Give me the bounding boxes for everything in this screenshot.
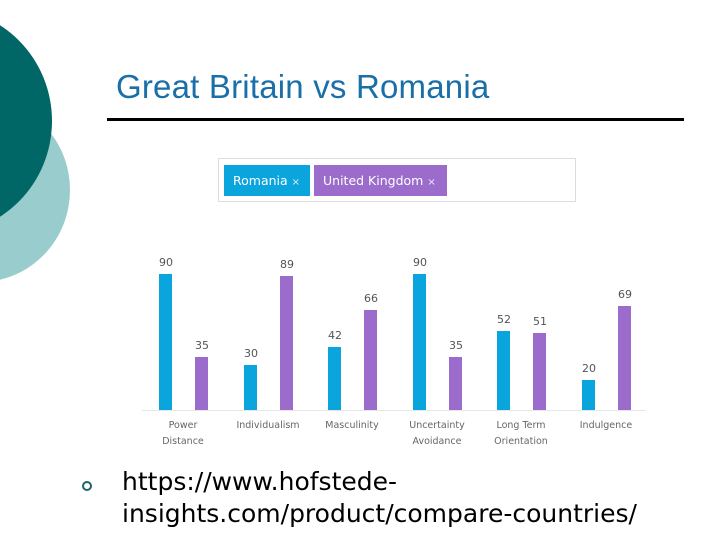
bar-romania bbox=[582, 380, 595, 410]
title-divider bbox=[107, 118, 684, 121]
bar-value-label: 35 bbox=[195, 339, 209, 352]
category-label: Indulgence bbox=[579, 420, 633, 431]
bar-value-label: 42 bbox=[328, 329, 342, 342]
bar-romania bbox=[413, 274, 426, 410]
category-label: Power Distance bbox=[162, 420, 204, 447]
chip-romania[interactable]: Romania × bbox=[224, 165, 310, 196]
bar-romania bbox=[159, 274, 172, 410]
category-label: Masculinity bbox=[325, 420, 379, 431]
bar-united-kingdom bbox=[280, 276, 293, 410]
chip-united-kingdom[interactable]: United Kingdom × bbox=[314, 165, 447, 196]
bar-united-kingdom bbox=[618, 306, 631, 410]
bar-united-kingdom bbox=[533, 333, 546, 410]
chart-baseline bbox=[142, 410, 646, 411]
hollow-circle-bullet-icon bbox=[82, 481, 92, 491]
category-label: Uncertainty Avoidance bbox=[409, 420, 465, 447]
bar-romania bbox=[244, 365, 257, 410]
country-filter-input[interactable]: Romania × United Kingdom × bbox=[218, 158, 576, 202]
category-label: Individualism bbox=[236, 420, 300, 431]
source-link-line-2[interactable]: insights.com/product/compare-countries/ bbox=[122, 499, 637, 528]
bar-chart: 90 35 Power Distance 30 89 Individualism 42 66 Ma… bbox=[140, 240, 650, 450]
chip-label: United Kingdom bbox=[323, 173, 424, 188]
bar-value-label: 51 bbox=[533, 315, 547, 328]
close-icon[interactable]: × bbox=[291, 177, 301, 188]
bar-value-label: 66 bbox=[364, 292, 378, 305]
bar-value-label: 90 bbox=[159, 256, 173, 269]
bar-united-kingdom bbox=[195, 357, 208, 410]
bar-romania bbox=[497, 331, 510, 410]
slide-title: Great Britain vs Romania bbox=[116, 68, 490, 105]
chip-label: Romania bbox=[233, 173, 288, 188]
bar-value-label: 90 bbox=[413, 256, 427, 269]
bar-value-label: 30 bbox=[244, 347, 258, 360]
bar-romania bbox=[328, 347, 341, 410]
category-label: Long Term Orientation bbox=[494, 420, 548, 447]
source-link[interactable]: https://www.hofstede- insights.com/produ… bbox=[122, 466, 637, 530]
bar-united-kingdom bbox=[449, 357, 462, 410]
bar-value-label: 69 bbox=[618, 288, 632, 301]
source-link-line-1[interactable]: https://www.hofstede- bbox=[122, 467, 398, 496]
bar-value-label: 20 bbox=[582, 362, 596, 375]
bar-value-label: 89 bbox=[280, 258, 294, 271]
bar-united-kingdom bbox=[364, 310, 377, 410]
bar-value-label: 35 bbox=[449, 339, 463, 352]
close-icon[interactable]: × bbox=[427, 177, 436, 188]
bar-value-label: 52 bbox=[497, 313, 511, 326]
